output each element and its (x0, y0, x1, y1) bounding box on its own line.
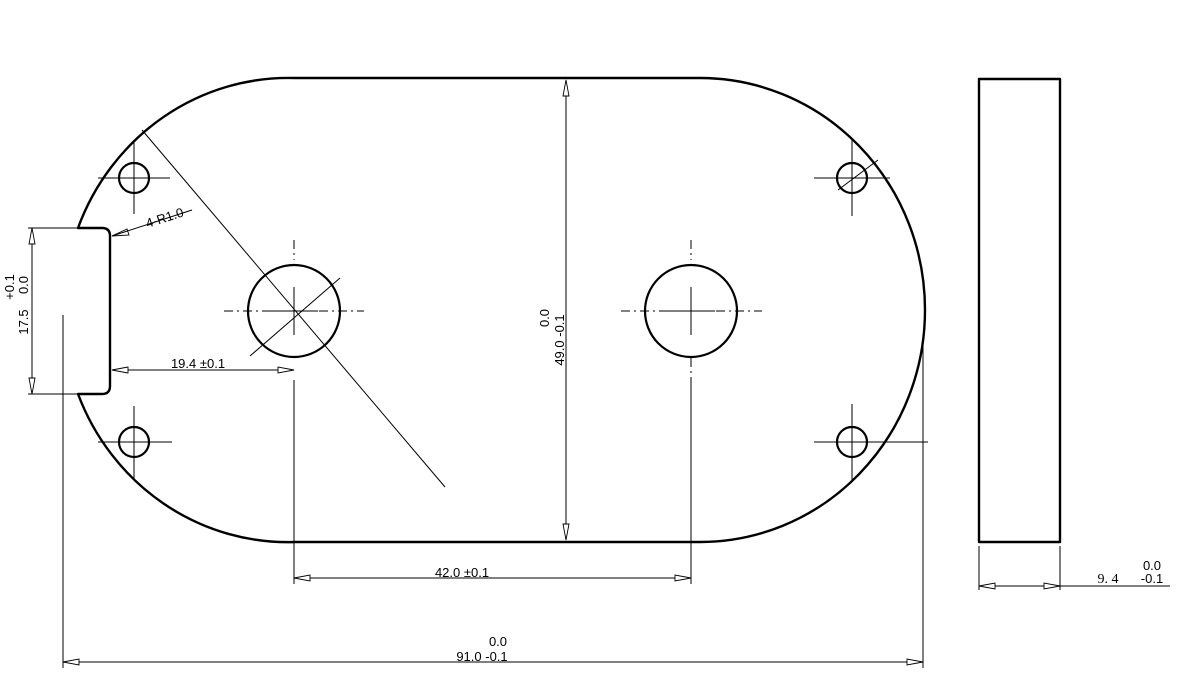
overall-length-label: 91.0 -0.1 (456, 649, 507, 664)
arrowheads (28, 79, 1061, 666)
small-hole-center-marks (98, 140, 928, 480)
dimension-labels: 0.0 91.0 -0.1 42.0 ±0.1 19.4 ±0.1 4-R1.0… (2, 205, 1163, 664)
width-upper: 0.0 (537, 309, 552, 327)
overall-length-upper: 0.0 (489, 634, 507, 649)
part-outline (76, 76, 927, 544)
slot-width-lower: 0.0 (16, 276, 31, 294)
plan-view (76, 76, 928, 544)
corner-radius-label: 4-R1.0 (144, 205, 186, 231)
hole-spacing-label: 42.0 ±0.1 (435, 565, 489, 580)
hole-offset-label: 19.4 ±0.1 (171, 356, 225, 371)
slot-width-label: 17.5 (16, 309, 31, 334)
thickness-upper: 0.0 (1143, 558, 1161, 573)
thickness-label: 9. 4 (1098, 572, 1119, 587)
leader-lines (111, 129, 879, 488)
side-view (977, 77, 1062, 544)
thickness-lower: -0.1 (1141, 571, 1163, 586)
slot-width-upper: +0.1 (2, 274, 17, 300)
large-hole-center-lines (224, 240, 762, 380)
dimension-lines (31, 80, 1170, 663)
width-label: 49.0 -0.1 (552, 314, 567, 365)
large-hole-crosshairs (270, 287, 715, 335)
extension-lines (28, 227, 1061, 668)
